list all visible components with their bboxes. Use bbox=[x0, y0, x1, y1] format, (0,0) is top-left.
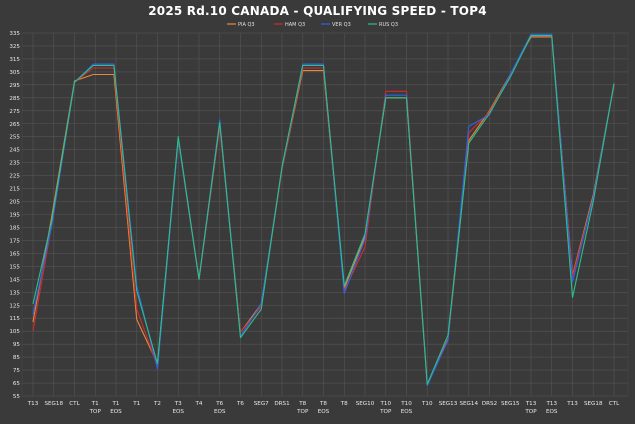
y-tick-label: 55 bbox=[13, 394, 21, 400]
x-tick-label: CTL bbox=[609, 401, 620, 407]
x-tick-label: SEG14 bbox=[459, 401, 478, 407]
y-tick-label: 315 bbox=[9, 57, 20, 63]
x-tick-label: SEG13 bbox=[439, 401, 458, 407]
x-tick-label: T1 bbox=[91, 401, 99, 407]
y-tick-label: 295 bbox=[9, 83, 20, 89]
x-tick-label: T3 bbox=[174, 401, 182, 407]
legend: PIA Q3 HAM Q3 VER Q3 RUS Q3 bbox=[227, 22, 398, 28]
y-tick-label: 65 bbox=[13, 381, 21, 387]
x-tick-label: DRS2 bbox=[482, 401, 497, 407]
x-tick-label: T10 bbox=[379, 401, 391, 407]
y-tick-label: 255 bbox=[9, 135, 20, 141]
x-tick-label: T1 bbox=[132, 401, 140, 407]
x-tick-label: T8 bbox=[298, 401, 306, 407]
grid-layer bbox=[21, 32, 629, 397]
y-tick-label: 205 bbox=[9, 200, 20, 206]
x-tick-label: SEG18 bbox=[584, 401, 603, 407]
x-tick-label: T13 bbox=[27, 401, 39, 407]
x-tick-label: EOS bbox=[173, 409, 185, 415]
x-tick-label: T6 bbox=[215, 401, 223, 407]
y-tick-label: 325 bbox=[9, 44, 20, 50]
x-tick-label: EOS bbox=[214, 409, 226, 415]
legend-label: RUS Q3 bbox=[379, 22, 398, 28]
x-tick-label: TOP bbox=[296, 409, 309, 415]
y-tick-label: 115 bbox=[9, 316, 20, 322]
x-tick-label: T13 bbox=[545, 401, 557, 407]
x-tick-label: T13 bbox=[566, 401, 578, 407]
y-tick-label: 275 bbox=[9, 109, 20, 115]
y-tick-label: 155 bbox=[9, 264, 20, 270]
y-tick-label: 75 bbox=[13, 368, 21, 374]
legend-label: VER Q3 bbox=[332, 22, 351, 28]
y-tick-label: 135 bbox=[9, 290, 20, 296]
y-tick-label: 335 bbox=[9, 31, 20, 37]
y-tick-label: 245 bbox=[9, 148, 20, 154]
y-tick-label: 125 bbox=[9, 303, 20, 309]
x-tick-label: T6 bbox=[236, 401, 244, 407]
x-tick-label: T8 bbox=[319, 401, 327, 407]
y-tick-label: 235 bbox=[9, 161, 20, 167]
y-tick-label: 165 bbox=[9, 251, 20, 257]
x-tick-label: T1 bbox=[112, 401, 120, 407]
x-tick-labels: T13 SEG18 CTL T1 TOP T1 EOS T1 T2 T3 EOS T4 T6 EOS T6 S… bbox=[27, 401, 620, 415]
x-tick-label: T10 bbox=[400, 401, 412, 407]
y-tick-label: 105 bbox=[9, 329, 20, 335]
x-tick-label: T8 bbox=[340, 401, 348, 407]
legend-label: PIA Q3 bbox=[238, 22, 255, 28]
y-tick-label: 85 bbox=[13, 355, 21, 361]
x-tick-label: T4 bbox=[195, 401, 203, 407]
x-tick-label: SEG7 bbox=[254, 401, 269, 407]
x-tick-label: T13 bbox=[525, 401, 537, 407]
x-tick-label: EOS bbox=[318, 409, 330, 415]
x-tick-label: EOS bbox=[401, 409, 413, 415]
x-tick-label: SEG10 bbox=[356, 401, 375, 407]
y-tick-label: 305 bbox=[9, 70, 20, 76]
y-tick-label: 95 bbox=[13, 342, 21, 348]
x-tick-label: EOS bbox=[110, 409, 122, 415]
x-tick-label: CTL bbox=[69, 401, 80, 407]
x-tick-label: TOP bbox=[89, 409, 102, 415]
y-tick-label: 225 bbox=[9, 174, 20, 180]
y-tick-labels: 55 65 75 85 95 105 115 125 135 145 155 165 175 185 195… bbox=[9, 31, 20, 400]
x-tick-label: T2 bbox=[153, 401, 161, 407]
legend-label: HAM Q3 bbox=[285, 22, 305, 28]
x-tick-label: SEG15 bbox=[501, 401, 520, 407]
x-tick-label: T10 bbox=[421, 401, 433, 407]
chart-title: 2025 Rd.10 CANADA - QUALIFYING SPEED - T… bbox=[148, 4, 487, 18]
x-tick-label: DRS1 bbox=[274, 401, 290, 407]
y-tick-label: 265 bbox=[9, 122, 20, 128]
y-tick-label: 215 bbox=[9, 187, 20, 193]
series-layer bbox=[32, 33, 615, 387]
series-line-rus-q3 bbox=[32, 35, 615, 385]
x-tick-label: TOP bbox=[524, 409, 537, 415]
plot-border bbox=[21, 32, 629, 397]
y-tick-label: 195 bbox=[9, 213, 20, 219]
x-tick-label: SEG18 bbox=[44, 401, 63, 407]
y-tick-label: 185 bbox=[9, 225, 20, 231]
y-tick-label: 175 bbox=[9, 238, 20, 244]
y-tick-label: 145 bbox=[9, 277, 20, 283]
x-tick-label: EOS bbox=[546, 409, 558, 415]
y-tick-label: 285 bbox=[9, 96, 20, 102]
x-tick-label: TOP bbox=[379, 409, 392, 415]
